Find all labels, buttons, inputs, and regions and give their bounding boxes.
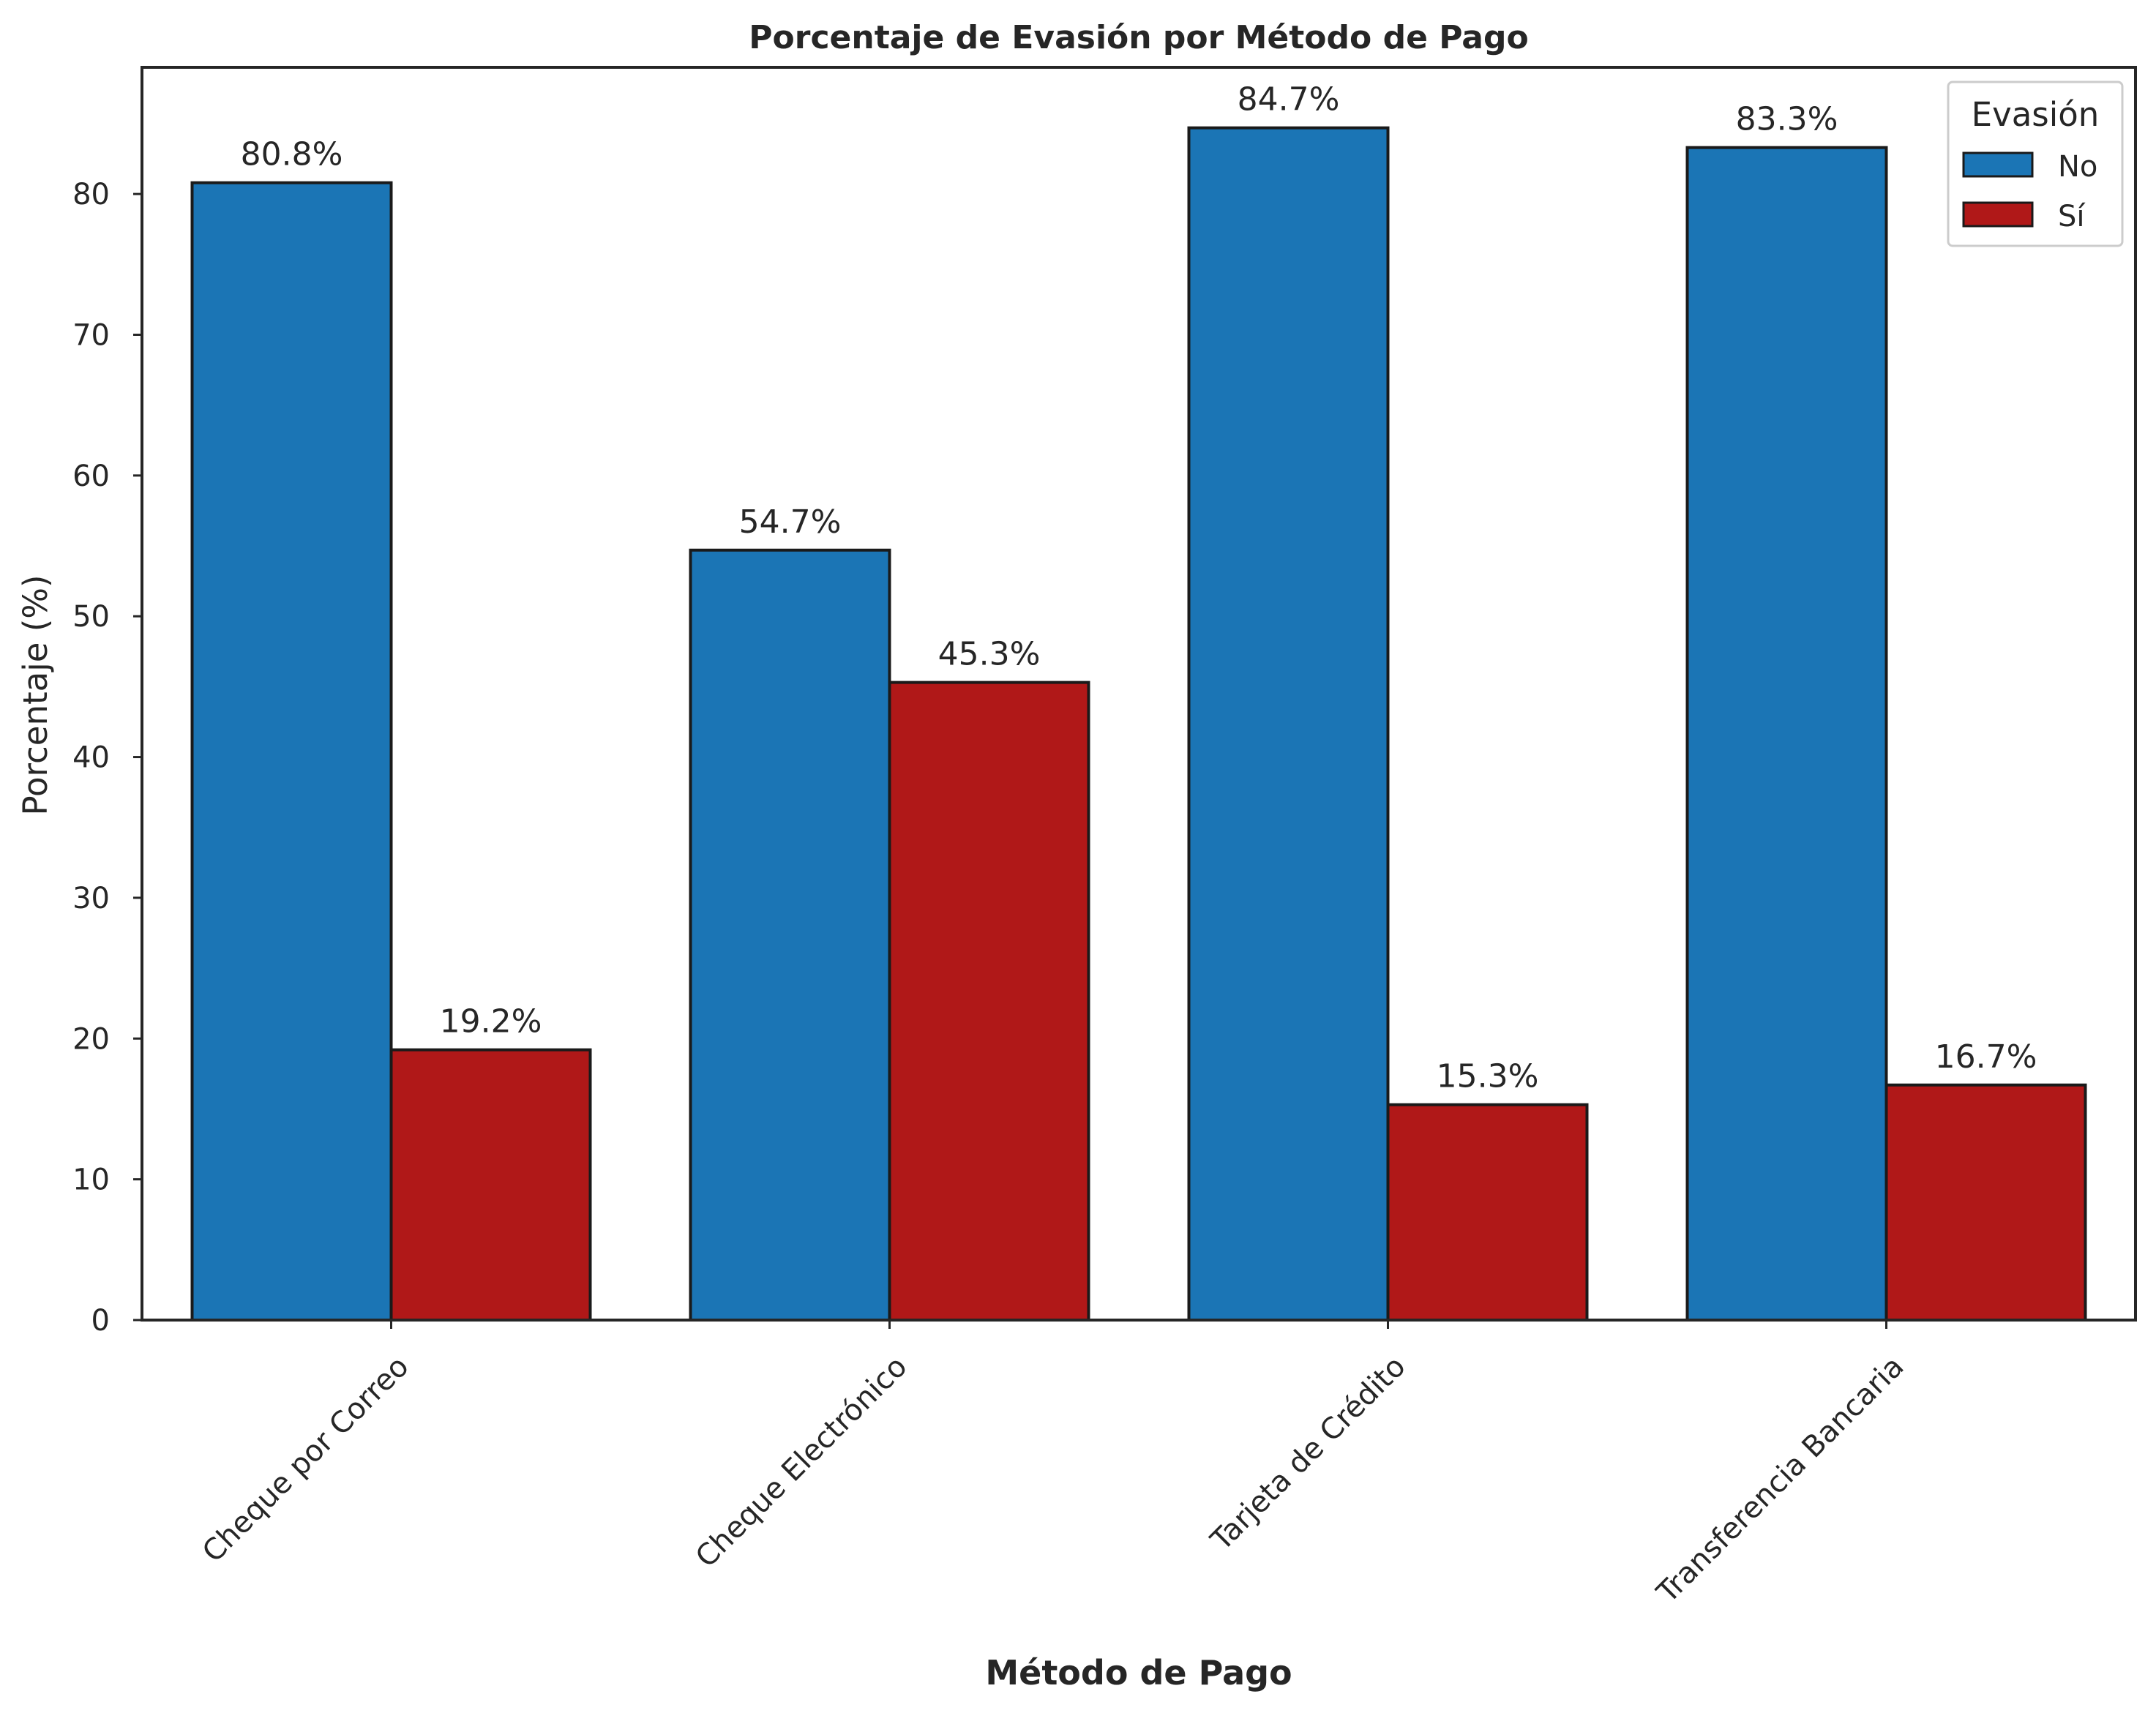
data-label-cheque-electronico-no: 54.7%	[739, 503, 842, 541]
y-tick-label-0: 0	[91, 1304, 110, 1338]
legend-label-si: Sí	[2058, 200, 2086, 233]
data-label-tarjeta-de-credito-si: 15.3%	[1437, 1058, 1539, 1095]
y-axis-title: Porcentaje (%)	[16, 574, 55, 815]
y-tick-label-30: 30	[72, 882, 110, 915]
data-label-transferencia-bancaria-no: 83.3%	[1736, 101, 1838, 138]
bar-tarjeta-de-credito-si	[1386, 1103, 1589, 1322]
bar-cheque-por-correo-si	[389, 1048, 592, 1322]
legend-label-no: No	[2058, 150, 2097, 184]
data-label-cheque-electronico-si: 45.3%	[938, 636, 1041, 673]
y-tick-label-40: 40	[72, 741, 110, 775]
bars-group	[190, 126, 2087, 1322]
chart-title: Porcentaje de Evasión por Método de Pago	[749, 19, 1528, 56]
data-label-cheque-por-correo-no: 80.8%	[241, 136, 343, 173]
data-label-cheque-por-correo-si: 19.2%	[440, 1003, 542, 1041]
legend-title: Evasión	[1972, 95, 2100, 134]
bar-cheque-por-correo-no	[190, 181, 393, 1322]
y-tick-label-80: 80	[72, 178, 110, 211]
y-tick-label-50: 50	[72, 600, 110, 634]
y-tick-label-20: 20	[72, 1022, 110, 1056]
bar-transferencia-bancaria-no	[1685, 146, 1888, 1322]
data-label-tarjeta-de-credito-no: 84.7%	[1238, 81, 1340, 119]
x-axis-title: Método de Pago	[985, 1653, 1292, 1693]
legend-swatch-no	[1962, 151, 2034, 178]
legend: Evasión No Sí	[1947, 80, 2124, 247]
y-tick-label-70: 70	[72, 318, 110, 352]
y-tick-label-60: 60	[72, 460, 110, 493]
y-tick-label-10: 10	[72, 1163, 110, 1197]
data-label-transferencia-bancaria-si: 16.7%	[1935, 1038, 2037, 1076]
plot-frame	[141, 66, 2137, 1322]
bar-tarjeta-de-credito-no	[1187, 126, 1390, 1322]
data-labels-group: 80.8% 19.2% 54.7% 45.3% 84.7% 15.3% 83.3% 16.7%	[241, 81, 2037, 1095]
bar-cheque-electronico-no	[689, 548, 891, 1322]
legend-swatch-si	[1962, 201, 2034, 228]
bar-cheque-electronico-si	[888, 681, 1090, 1322]
bar-transferencia-bancaria-si	[1884, 1083, 2087, 1322]
